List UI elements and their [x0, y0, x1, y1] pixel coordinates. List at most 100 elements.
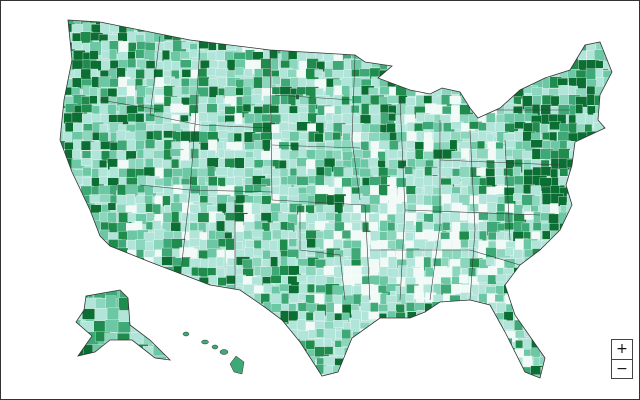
county	[60, 230, 66, 243]
county	[524, 76, 533, 85]
county	[513, 267, 526, 276]
county	[101, 357, 111, 369]
county	[166, 290, 170, 303]
county	[298, 249, 307, 259]
county	[575, 266, 585, 275]
county	[350, 319, 360, 332]
county	[548, 286, 561, 295]
county	[215, 49, 226, 61]
county	[496, 348, 505, 361]
county	[613, 203, 626, 217]
county	[288, 310, 300, 322]
county	[487, 330, 501, 341]
county	[197, 311, 209, 326]
county	[568, 292, 580, 303]
county	[288, 238, 298, 247]
county	[468, 87, 483, 100]
county	[595, 31, 610, 41]
county	[431, 60, 442, 71]
county	[243, 294, 256, 304]
county	[316, 357, 325, 366]
county	[170, 311, 179, 320]
county	[613, 213, 627, 227]
county	[459, 366, 473, 378]
county	[135, 158, 145, 171]
county	[234, 301, 243, 310]
county	[206, 357, 219, 367]
county	[152, 130, 163, 141]
county	[198, 68, 208, 79]
county	[182, 20, 194, 28]
county	[611, 50, 612, 61]
county	[557, 303, 570, 317]
county	[60, 158, 69, 171]
county	[242, 321, 256, 332]
county	[431, 167, 443, 176]
county	[314, 69, 323, 78]
county	[116, 356, 128, 360]
county	[224, 328, 233, 341]
county	[406, 34, 421, 47]
county	[136, 96, 144, 105]
county	[108, 339, 120, 349]
county	[548, 259, 560, 267]
county	[82, 276, 95, 288]
county	[145, 87, 154, 96]
county	[197, 20, 211, 30]
county	[142, 346, 155, 360]
county	[476, 302, 485, 313]
county	[351, 274, 362, 284]
county	[414, 32, 424, 43]
county	[73, 196, 85, 208]
county	[242, 24, 254, 35]
county	[386, 230, 397, 241]
county	[296, 355, 310, 370]
county	[503, 357, 517, 366]
county	[541, 284, 553, 297]
county	[289, 339, 301, 354]
zoom-in-button[interactable]: +	[612, 340, 632, 359]
county	[584, 177, 600, 187]
county	[532, 256, 543, 271]
county	[541, 240, 550, 256]
county	[568, 184, 577, 193]
county	[217, 238, 227, 247]
county	[443, 303, 456, 315]
county	[244, 34, 257, 46]
county	[569, 285, 578, 299]
county	[378, 313, 387, 322]
county	[603, 240, 612, 249]
county	[296, 274, 307, 283]
county	[405, 175, 414, 187]
county	[614, 302, 624, 315]
county	[568, 276, 583, 290]
county	[98, 266, 113, 277]
county	[433, 311, 444, 323]
county	[594, 320, 606, 329]
county	[469, 20, 478, 26]
county	[541, 51, 553, 64]
county	[406, 257, 416, 267]
zoom-out-button[interactable]: −	[612, 359, 632, 378]
county	[477, 337, 491, 352]
county	[451, 60, 464, 71]
county	[62, 347, 76, 357]
county	[415, 187, 423, 195]
county	[577, 320, 590, 332]
county	[60, 23, 68, 32]
county	[332, 365, 345, 378]
county	[494, 356, 509, 370]
county	[172, 20, 184, 29]
county	[424, 20, 432, 29]
county	[144, 68, 155, 80]
county	[558, 258, 567, 267]
county	[540, 347, 549, 358]
county	[441, 328, 453, 338]
county	[107, 367, 116, 376]
county	[263, 301, 272, 315]
county	[278, 322, 288, 334]
county	[451, 356, 461, 366]
county	[559, 320, 569, 330]
county	[127, 364, 137, 378]
county	[308, 20, 317, 26]
